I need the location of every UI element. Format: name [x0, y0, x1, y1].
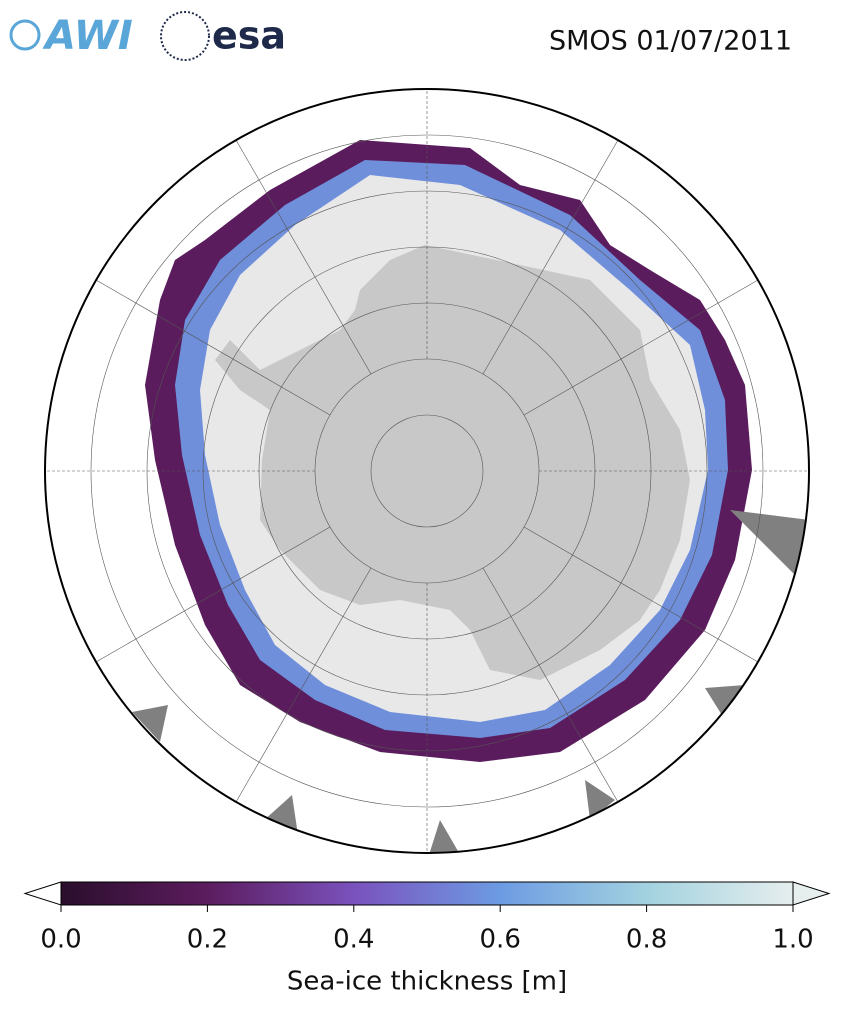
map-frame [44, 88, 810, 854]
colorbar-tick-label: 0.8 [626, 925, 667, 955]
map [45, 89, 809, 853]
colorbar-extend-low [23, 881, 62, 906]
graticule [45, 89, 809, 853]
esa-logo: esa [160, 11, 286, 61]
colorbar-tick-label: 0.0 [40, 925, 81, 955]
logo-text: AWI [42, 13, 133, 59]
land-outside [132, 510, 809, 853]
colorbar-tick-label: 0.6 [480, 925, 521, 955]
colorbar-bar [60, 881, 794, 906]
map-title: SMOS 01/07/2011 [549, 26, 792, 57]
colorbar-tick-label: 0.4 [333, 925, 374, 955]
logo-text: esa [212, 14, 286, 58]
colorbar-tick-label: 0.2 [187, 925, 228, 955]
antarctica [215, 245, 690, 680]
colorbar-extend-high [792, 881, 831, 906]
colorbar: 0.0 0.2 0.4 0.6 0.8 1.0 [23, 881, 831, 955]
colorbar-label: Sea-ice thickness [m] [287, 967, 567, 997]
awi-logo: AWI [9, 13, 133, 59]
colorbar-tick-label: 1.0 [772, 925, 813, 955]
